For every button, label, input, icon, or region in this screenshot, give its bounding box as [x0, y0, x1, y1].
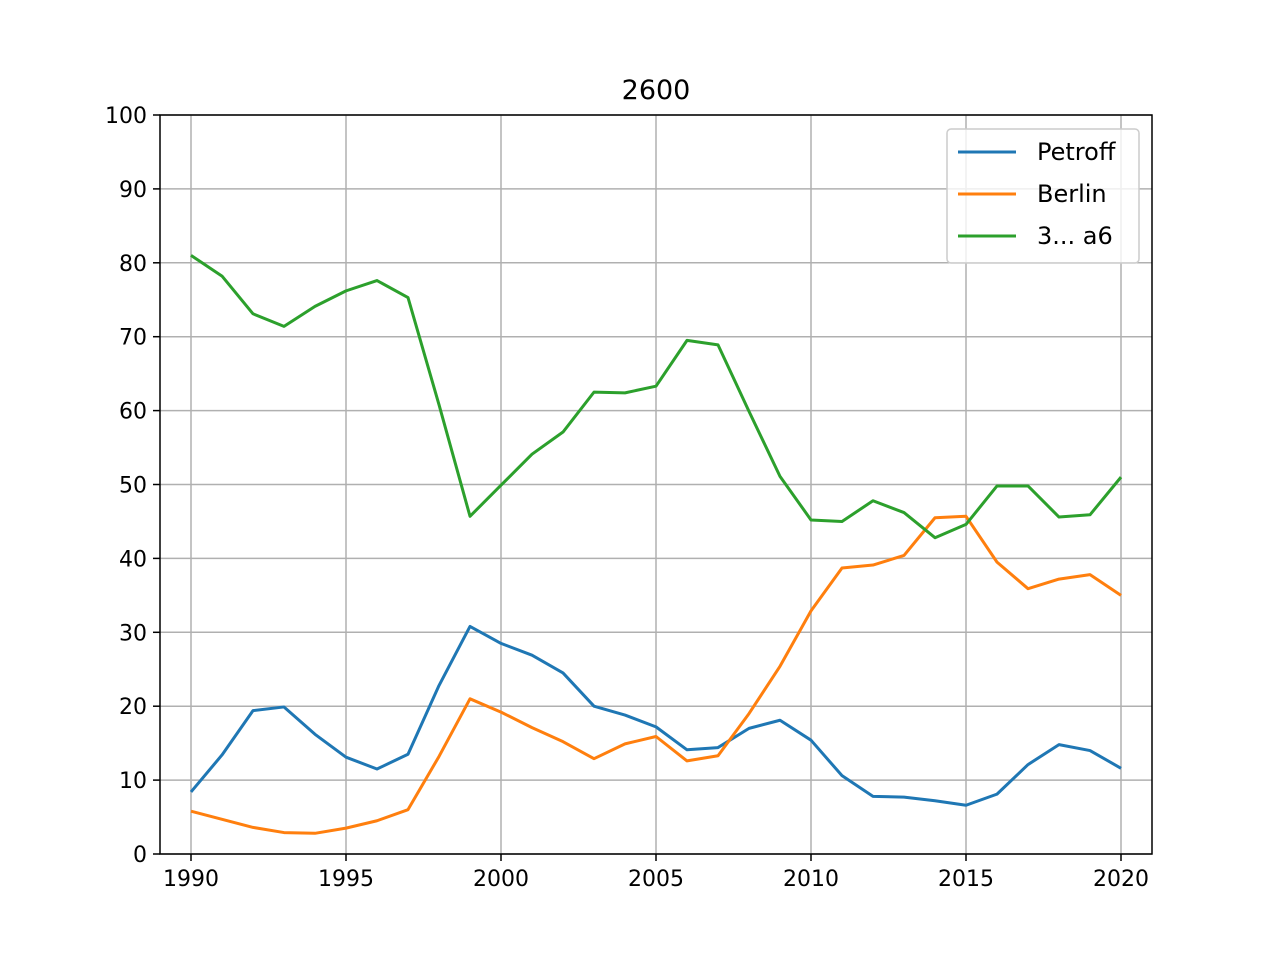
y-tick-label: 90 [119, 178, 147, 203]
legend-label-1: Berlin [1037, 180, 1107, 208]
x-tick-label: 2020 [1093, 867, 1149, 892]
series-line-0 [189, 624, 1122, 807]
chart-title: 2600 [622, 75, 691, 106]
series-line-1 [190, 514, 1122, 835]
y-tick-label: 80 [119, 252, 147, 277]
legend-label-0: Petroff [1037, 138, 1116, 166]
y-tick-label: 0 [133, 843, 147, 868]
y-tick-label: 100 [105, 104, 147, 129]
legend: Petroff Berlin 3... a6 [946, 128, 1140, 264]
x-tick-label: 1990 [163, 867, 219, 892]
y-tick-label: 40 [119, 547, 147, 572]
legend-box [946, 128, 1140, 264]
x-tick-label: 2000 [473, 867, 529, 892]
x-tick-label: 2010 [783, 867, 839, 892]
y-tick-label: 50 [119, 474, 147, 499]
series-lines [189, 254, 1123, 835]
y-tick-label: 70 [119, 326, 147, 351]
y-tick-label: 60 [119, 400, 147, 425]
y-tick-label: 20 [119, 695, 147, 720]
x-tick-label: 2015 [938, 867, 994, 892]
x-tick-label: 2005 [628, 867, 684, 892]
y-tick-label: 10 [119, 769, 147, 794]
axis-ticks: 1990 1995 2000 2005 2010 2015 2020 0 10 20 30 40 50 6… [105, 104, 1149, 892]
y-tick-label: 30 [119, 621, 147, 646]
series-line-2 [190, 254, 1123, 540]
legend-label-2: 3... a6 [1037, 222, 1113, 250]
x-tick-label: 1995 [318, 867, 374, 892]
